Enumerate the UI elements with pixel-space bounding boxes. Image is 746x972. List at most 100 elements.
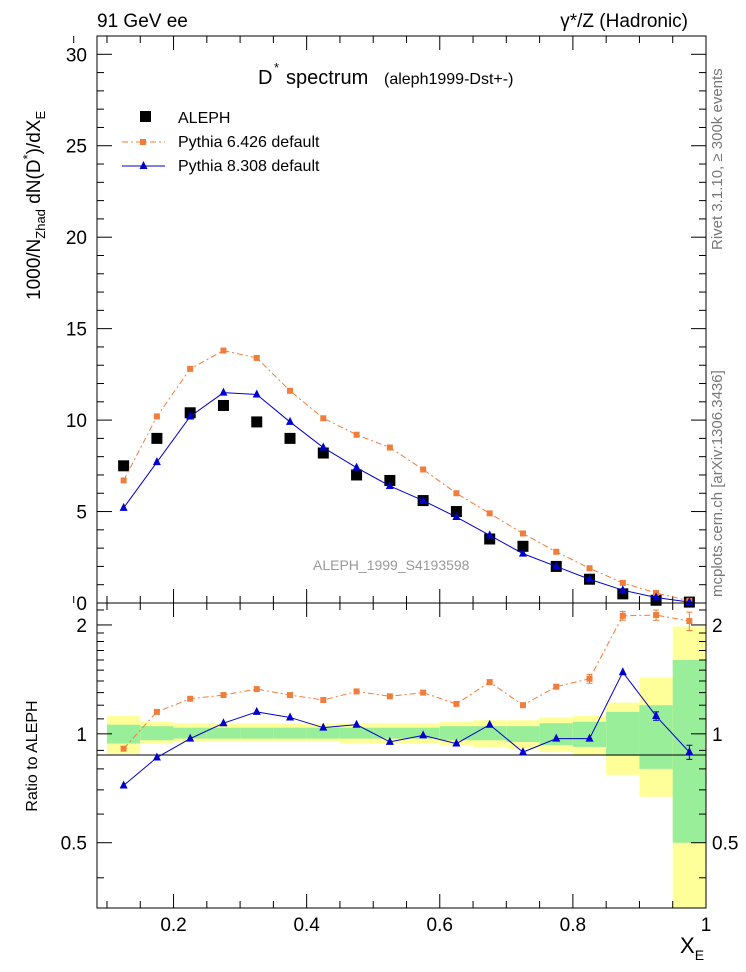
main-point-pythia6 — [120, 477, 127, 484]
ratio-ytick-label-right: 2 — [712, 616, 723, 637]
main-point-pythia8 — [152, 457, 161, 466]
ratio-point-pythia6 — [586, 675, 593, 682]
ratio-band-inner — [206, 727, 241, 739]
ratio-ylabel: Ratio to ALEPH — [24, 700, 41, 811]
ratio-ytick-label: 1 — [76, 725, 87, 746]
ratio-point-pythia8 — [352, 719, 361, 728]
legend-label-pythia6: Pythia 6.426 default — [178, 134, 320, 151]
main-point-pythia6 — [453, 490, 460, 497]
ratio-axis-ticks: 0.5 0.5 1 1 2 2 0.2 0.4 0.6 0.8 1 — [61, 603, 738, 936]
ratio-uncertainty-bands — [106, 626, 706, 908]
ratio-series-group — [119, 609, 694, 789]
header-energy-label: 91 GeV ee — [97, 11, 188, 32]
ratio-band-inner — [106, 724, 141, 744]
main-point-aleph — [251, 416, 263, 428]
main-point-aleph — [384, 474, 396, 486]
main-point-pythia6 — [486, 510, 493, 517]
plot-title-star: * — [274, 60, 279, 75]
main-point-aleph — [517, 540, 529, 552]
main-ytick-label: 10 — [66, 411, 87, 432]
plot-title-d: D — [258, 67, 272, 89]
main-point-pythia8 — [252, 389, 261, 398]
main-point-pythia8 — [518, 548, 527, 557]
main-line-pythia6 — [123, 350, 690, 602]
main-line-pythia8 — [123, 392, 690, 603]
rivet-version-label: Rivet 3.1.10, ≥ 300k events — [709, 68, 726, 250]
analysis-watermark: ALEPH_1999_S4193598 — [313, 557, 470, 573]
mcplots-reference-label: mcplots.cern.ch [arXiv:1306.3436] — [709, 370, 726, 597]
main-point-pythia8 — [652, 592, 661, 601]
main-point-aleph — [484, 533, 496, 545]
legend-label-pythia8: Pythia 8.308 default — [178, 158, 320, 175]
main-point-pythia6 — [320, 415, 327, 422]
ratio-point-pythia8 — [319, 722, 328, 731]
main-point-pythia6 — [420, 466, 427, 473]
ratio-point-pythia8 — [652, 711, 661, 720]
legend: ALEPH Pythia 6.426 default Pythia 8.308 … — [122, 110, 320, 175]
ratio-xtick-label: 0.6 — [427, 915, 453, 936]
ratio-point-pythia8 — [119, 780, 128, 789]
ratio-point-pythia8 — [385, 736, 394, 745]
main-point-pythia8 — [618, 585, 627, 594]
ratio-ytick-label: 2 — [76, 616, 87, 637]
main-point-aleph — [317, 447, 329, 459]
main-ytick-label: 25 — [66, 137, 87, 158]
ratio-band-inner — [173, 727, 207, 739]
main-ytick-label: 0 — [76, 594, 87, 615]
main-point-pythia6 — [619, 579, 626, 586]
ratio-frame — [96, 602, 707, 909]
ratio-ytick-label-right: 0.5 — [712, 834, 738, 855]
ratio-band-inner — [506, 726, 540, 742]
main-point-pythia6 — [220, 347, 227, 354]
ratio-ytick-label: 0.5 — [61, 834, 87, 855]
main-point-pythia6 — [386, 444, 393, 451]
ratio-point-pythia6 — [453, 700, 460, 707]
main-point-pythia8 — [452, 512, 461, 521]
main-point-pythia8 — [485, 530, 494, 539]
ratio-xlabel: XE — [680, 933, 704, 963]
ratio-xtick-label: 1 — [701, 915, 712, 936]
main-point-pythia6 — [553, 548, 560, 555]
main-point-pythia6 — [586, 565, 593, 572]
ratio-point-pythia6 — [420, 689, 427, 696]
ratio-point-pythia6 — [486, 679, 493, 686]
ratio-ytick-label-right: 1 — [712, 725, 723, 746]
main-point-pythia6 — [153, 413, 160, 420]
legend-label-aleph: ALEPH — [178, 110, 230, 127]
ratio-point-pythia8 — [485, 719, 494, 728]
ratio-point-pythia8 — [152, 752, 161, 761]
ratio-point-pythia6 — [153, 708, 160, 715]
plot-title-spectrum: spectrum — [286, 67, 368, 89]
ratio-line-pythia8 — [123, 671, 690, 786]
main-point-pythia8 — [219, 387, 228, 396]
legend-marker-aleph — [140, 111, 151, 122]
main-point-pythia6 — [253, 354, 260, 361]
ratio-point-pythia6 — [120, 745, 127, 752]
ratio-xtick-label: 0.8 — [560, 915, 586, 936]
ratio-point-pythia8 — [452, 738, 461, 747]
main-point-pythia8 — [552, 561, 561, 570]
main-ytick-label: 30 — [66, 45, 87, 66]
ratio-point-pythia8 — [618, 667, 627, 676]
ratio-point-pythia6 — [220, 692, 227, 699]
main-point-pythia6 — [187, 365, 194, 372]
main-point-aleph — [617, 588, 629, 600]
main-panel: 0 5 10 15 20 25 30 D * spectrum (aleph1999-Dst… — [20, 35, 707, 615]
ratio-point-pythia6 — [353, 688, 360, 695]
ratio-point-pythia8 — [419, 730, 428, 739]
main-point-pythia6 — [353, 431, 360, 438]
ratio-band-inner — [240, 727, 274, 739]
ratio-point-pythia8 — [186, 733, 195, 742]
ratio-panel: 0.5 0.5 1 1 2 2 0.2 0.4 0.6 0.8 1 Ratio to ALEPH X… — [24, 602, 738, 963]
ratio-point-pythia6 — [653, 612, 660, 619]
main-ytick-label: 20 — [66, 228, 87, 249]
header-process-label: γ*/Z (Hadronic) — [560, 11, 688, 32]
ratio-xtick-label: 0.4 — [293, 915, 320, 936]
main-ytick-label: 15 — [66, 320, 87, 341]
main-point-pythia8 — [585, 574, 594, 583]
ratio-point-pythia6 — [187, 695, 194, 702]
main-point-pythia8 — [186, 411, 195, 420]
ratio-point-pythia8 — [286, 712, 295, 721]
legend-marker-pythia8 — [139, 161, 148, 169]
ratio-point-pythia6 — [253, 686, 260, 693]
